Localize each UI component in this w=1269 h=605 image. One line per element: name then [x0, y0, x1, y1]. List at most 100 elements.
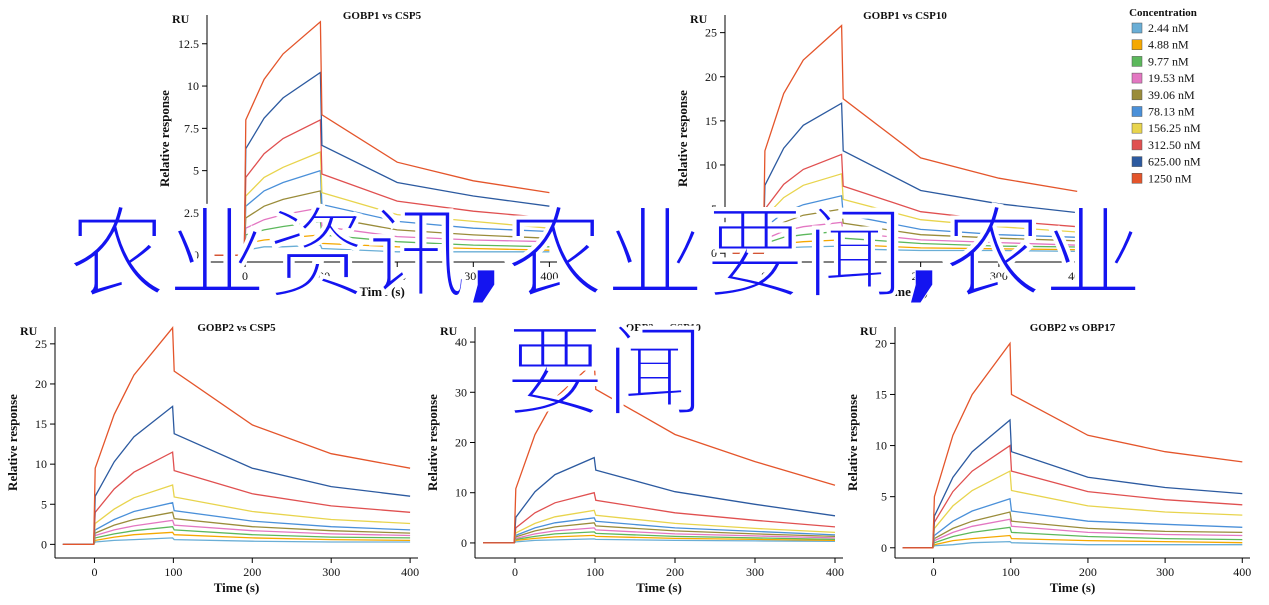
x-tick-label: 0: [242, 269, 248, 283]
chart-title: GOBP1 vs CSP5: [343, 10, 422, 22]
x-tick-label: 300: [322, 565, 340, 579]
series-line: [62, 326, 411, 546]
y-axis-label: Relative response: [675, 90, 690, 187]
y-tick-label: 0: [41, 537, 47, 551]
y-axis-label: Relative response: [157, 90, 172, 187]
x-tick-label: 300: [1156, 565, 1174, 579]
legend-label: 625.00 nM: [1148, 155, 1201, 169]
y-tick-label: 0: [711, 246, 717, 260]
legend-label: 156.25 nM: [1148, 121, 1201, 135]
y-tick-label: 5: [711, 202, 717, 216]
x-tick-label: 400: [540, 269, 558, 283]
chart-title: GOBP2 vs OBP17: [1030, 322, 1116, 334]
x-axis-label: Time (s): [1050, 580, 1096, 595]
x-tick-label: 100: [586, 565, 604, 579]
chart-title: GOBP2 vs CSP10: [617, 322, 701, 334]
x-tick-label: 100: [833, 269, 851, 283]
y-tick-label: 25: [705, 26, 717, 40]
legend-swatch: [1131, 173, 1143, 184]
legend-label: 19.53 nM: [1148, 71, 1195, 85]
x-tick-label: 200: [243, 565, 261, 579]
series-line: [902, 341, 1243, 549]
series-line: [902, 518, 1243, 549]
series-line: [62, 451, 411, 546]
legend-swatch: [1131, 122, 1143, 134]
series-line: [732, 24, 1078, 254]
chart-title: GOBP2 vs CSP5: [197, 322, 276, 334]
legend-label: 4.88 nM: [1148, 38, 1189, 52]
x-axis-label: Time (s): [882, 284, 928, 299]
x-tick-label: 0: [512, 565, 518, 579]
x-axis-label: Time (s): [359, 284, 405, 299]
series-line: [483, 360, 836, 544]
x-tick-label: 400: [401, 565, 419, 579]
x-tick-label: 200: [912, 269, 930, 283]
legend-swatch: [1131, 106, 1143, 117]
y-tick-label: 10: [705, 158, 717, 172]
x-tick-label: 100: [312, 269, 330, 283]
y-tick-label: 20: [455, 436, 467, 450]
y-tick-label: 5: [881, 490, 887, 504]
y-axis-label: Relative response: [5, 394, 20, 491]
unit-label: RU: [860, 324, 878, 338]
x-tick-label: 400: [826, 565, 844, 579]
unit-label: RU: [690, 12, 708, 26]
series-line: [732, 194, 1078, 254]
series-line: [214, 220, 550, 256]
x-tick-label: 0: [931, 565, 937, 579]
y-tick-label: 0: [881, 541, 887, 555]
y-tick-label: 15: [35, 417, 47, 431]
x-tick-label: 300: [990, 269, 1008, 283]
y-tick-label: 5: [193, 164, 199, 178]
y-tick-label: 15: [705, 114, 717, 128]
y-tick-label: 30: [455, 385, 467, 399]
x-tick-label: 100: [164, 565, 182, 579]
legend-label: 2.44 nM: [1148, 21, 1189, 35]
series-line: [62, 537, 411, 546]
series-line: [214, 207, 550, 256]
y-tick-label: 0: [193, 248, 199, 262]
x-tick-label: 100: [1002, 565, 1020, 579]
legend-swatch: [1131, 22, 1143, 34]
unit-label: RU: [172, 12, 190, 26]
x-tick-label: 400: [1068, 269, 1086, 283]
series-line: [732, 172, 1078, 254]
unit-label: RU: [20, 324, 38, 338]
y-tick-label: 10: [875, 439, 887, 453]
y-tick-label: 40: [455, 335, 467, 349]
x-tick-label: 200: [1079, 565, 1097, 579]
series-line: [214, 20, 550, 256]
legend-label: 78.13 nM: [1148, 105, 1195, 119]
series-line: [902, 534, 1243, 549]
legend-swatch: [1131, 156, 1143, 167]
y-tick-label: 15: [875, 387, 887, 401]
y-tick-label: 20: [875, 336, 887, 350]
y-tick-label: 10: [35, 457, 47, 471]
chart-title: GOBP1 vs CSP10: [863, 10, 947, 22]
legend-swatch: [1131, 39, 1143, 50]
unit-label: RU: [440, 324, 458, 338]
legend-swatch: [1131, 139, 1143, 151]
legend-label: 9.77 nM: [1148, 54, 1189, 68]
x-tick-label: 0: [91, 565, 97, 579]
x-axis-label: Time (s): [214, 580, 260, 595]
y-tick-label: 10: [455, 486, 467, 500]
x-tick-label: 200: [666, 565, 684, 579]
y-tick-label: 10: [187, 79, 199, 93]
y-axis-label: Relative response: [845, 394, 860, 491]
y-tick-label: 12.5: [178, 37, 199, 51]
x-tick-label: 400: [1233, 565, 1251, 579]
y-tick-label: 25: [35, 337, 47, 351]
legend-swatch: [1131, 72, 1143, 84]
x-tick-label: 0: [761, 269, 767, 283]
x-tick-label: 300: [746, 565, 764, 579]
series-line: [62, 484, 411, 546]
x-tick-label: 200: [388, 269, 406, 283]
legend-swatch: [1131, 89, 1143, 101]
legend-label: 312.50 nM: [1148, 138, 1201, 152]
y-tick-label: 7.5: [184, 121, 199, 135]
y-axis-label: Relative response: [425, 394, 440, 491]
y-tick-label: 20: [35, 377, 47, 391]
